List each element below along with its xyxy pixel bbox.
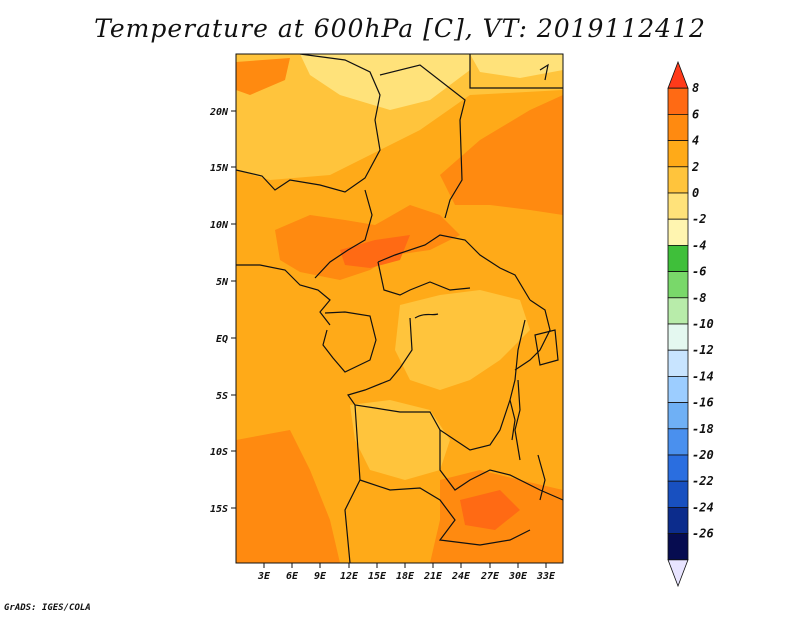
border-line-4 <box>236 264 331 326</box>
colorbar-cell <box>667 375 689 403</box>
colorbar-cell <box>667 506 689 534</box>
map-title: Temperature at 600hPa [C], VT: 201911241… <box>94 14 706 43</box>
lon-label-21e: 21E <box>423 571 443 582</box>
lat-label-eq: EQ <box>216 334 228 345</box>
lon-label-3e: 3E <box>257 571 271 582</box>
colorbar-cell <box>667 114 689 142</box>
colorbar-label: -20 <box>692 448 714 462</box>
colorbar-label: 6 <box>692 107 699 121</box>
lon-label-15e: 15E <box>368 571 387 582</box>
field-sw-warm <box>236 430 340 563</box>
border-line-1 <box>236 54 381 193</box>
colorbar-cell <box>667 323 689 351</box>
colorbar-cell <box>667 140 689 168</box>
map-borders <box>236 54 563 563</box>
lat-label-5s: 5S <box>216 391 228 402</box>
colorbar-label: 4 <box>692 134 699 148</box>
border-line-2 <box>379 64 466 219</box>
colorbar-cell <box>667 533 689 561</box>
lake-malawi <box>537 454 546 501</box>
lon-axis: 3E 6E 9E 12E 15E 18E 21E 24E 27E 30E 33E <box>257 563 556 582</box>
border-line-14 <box>514 379 521 461</box>
colorbar-cell <box>667 271 689 299</box>
lat-label-15n: 15N <box>210 163 229 174</box>
colorbar-cell <box>667 428 689 456</box>
field-sudan-warm <box>440 95 563 215</box>
colorbar-cell <box>667 454 689 482</box>
border-line-7 <box>377 261 471 296</box>
border-line-13 <box>514 299 551 371</box>
colorbar-cell <box>667 244 689 272</box>
lat-label-10s: 10S <box>210 447 228 458</box>
lon-label-24e: 24E <box>451 571 471 582</box>
lat-label-10n: 10N <box>210 220 229 231</box>
river-segment <box>414 313 439 319</box>
lat-label-5n: 5N <box>216 277 229 288</box>
colorbar-top-triangle <box>667 60 689 89</box>
border-line-3 <box>469 54 563 89</box>
lon-label-18e: 18E <box>396 571 415 582</box>
temperature-field <box>236 54 563 563</box>
colorbar-label: -8 <box>692 291 706 305</box>
colorbar-label: -26 <box>692 527 714 541</box>
field-ne-cool <box>470 54 563 78</box>
colorbar-label: -2 <box>692 212 706 226</box>
colorbar-bottom-triangle <box>667 559 689 588</box>
colorbar-label: 2 <box>691 160 699 174</box>
lon-label-9e: 9E <box>314 571 327 582</box>
field-north-coolest <box>300 54 470 110</box>
lat-axis: 20N 15N 10N 5N EQ 5S 10S 15S <box>209 107 236 515</box>
colorbar-label: -18 <box>692 422 714 436</box>
colorbar-cell <box>667 402 689 430</box>
colorbar-cell <box>667 297 689 325</box>
colorbar-label: -14 <box>692 369 714 383</box>
colorbar-label: 8 <box>692 81 699 95</box>
border-line-5 <box>314 189 373 279</box>
colorbar-label: -22 <box>692 474 714 488</box>
colorbar-label: -16 <box>692 396 714 410</box>
lat-label-20n: 20N <box>209 107 229 118</box>
border-line-8 <box>322 311 377 373</box>
lon-label-33e: 33E <box>536 571 556 582</box>
colorbar-cell <box>667 480 689 508</box>
colorbar-label: -10 <box>692 317 714 331</box>
field-zambia-warmest <box>460 490 520 530</box>
lon-label-30e: 30E <box>508 571 528 582</box>
colorbar-cell <box>667 87 689 115</box>
field-sahel-warmest <box>340 235 410 268</box>
lake-tanganyika <box>509 399 516 441</box>
colorbar-cell <box>667 218 689 246</box>
colorbar-label: -4 <box>692 238 706 252</box>
colorbar-label: -12 <box>692 343 714 357</box>
lon-label-12e: 12E <box>340 571 359 582</box>
map-frame <box>235 53 564 564</box>
colorbar-label: 0 <box>692 186 699 200</box>
border-line-11 <box>439 430 563 501</box>
field-nw-warm <box>236 58 290 95</box>
lake-victoria <box>534 329 559 366</box>
nile-delta-detail <box>539 63 549 81</box>
colorbar: 8 6 4 2 0 -2 -4 -6 -8 -10 -12 -14 -16 -18 -20 -22 -24 -26 <box>667 60 714 588</box>
colorbar-cell <box>667 192 689 220</box>
colorbar-label: -6 <box>692 265 706 279</box>
colorbar-cell <box>667 349 689 377</box>
field-north-cool <box>236 54 563 180</box>
field-angola-cool <box>350 400 450 480</box>
lon-label-6e: 6E <box>286 571 299 582</box>
colorbar-label: -24 <box>692 500 714 514</box>
colorbar-cell <box>667 166 689 194</box>
border-line-6 <box>377 234 531 301</box>
grads-credit: GrADS: IGES/COLA <box>4 603 91 613</box>
lat-label-15s: 15S <box>210 504 228 515</box>
lon-label-27e: 27E <box>480 571 500 582</box>
border-line-12 <box>359 479 531 546</box>
